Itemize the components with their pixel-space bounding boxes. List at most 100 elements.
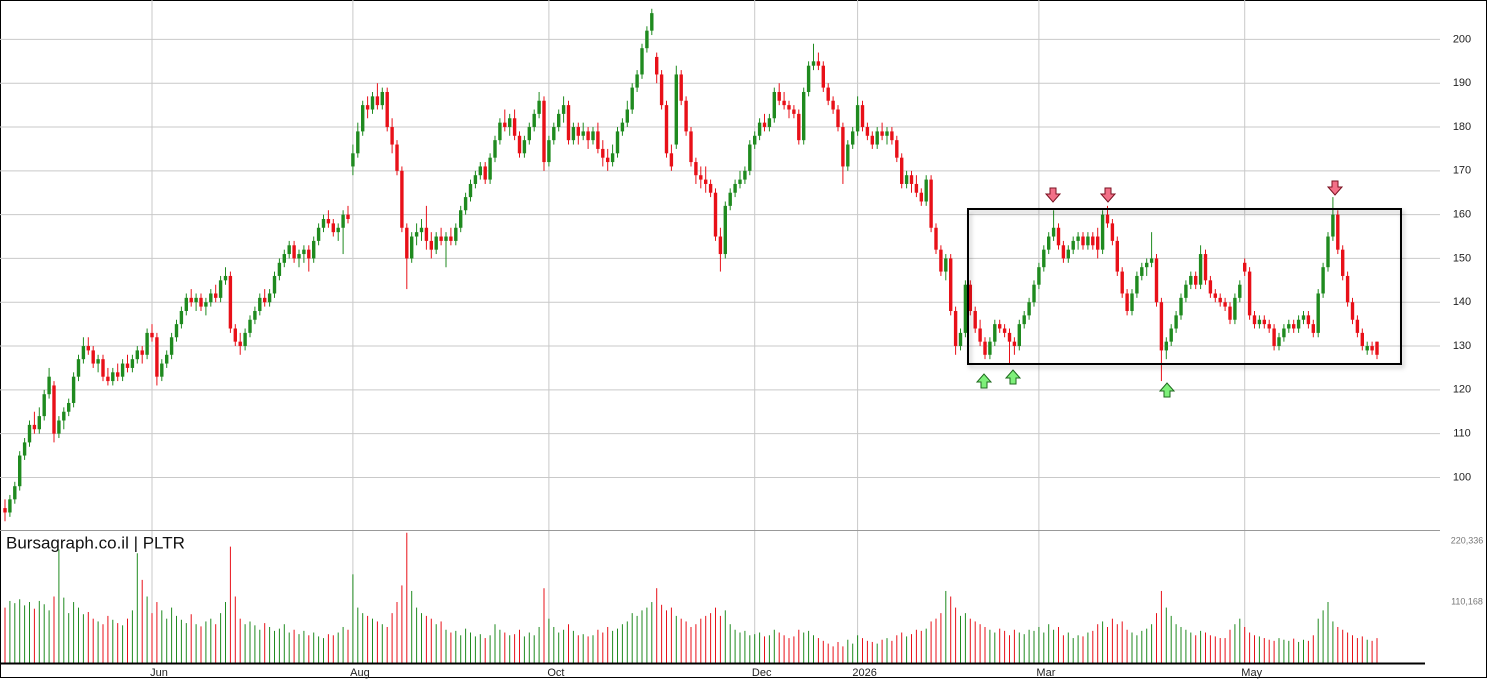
candle-body [1022, 315, 1026, 325]
candle-body [189, 297, 193, 303]
candle-body [1159, 302, 1164, 351]
candle-body [694, 162, 698, 176]
candle-body [62, 411, 66, 421]
candle-body [674, 74, 678, 145]
candle-body [537, 100, 541, 114]
x-tick-label: May [1241, 667, 1262, 679]
candle-body [1091, 236, 1095, 246]
candle-body [689, 131, 693, 163]
candle-body [248, 319, 252, 333]
candle-body [498, 122, 502, 141]
candle-body [22, 442, 27, 456]
candle-body [429, 240, 433, 250]
candle-body [1267, 324, 1271, 329]
candle-body [1135, 275, 1139, 294]
candle-body [8, 499, 12, 513]
candle-body [272, 275, 277, 294]
candle-body [1027, 302, 1031, 316]
candle-body [978, 328, 982, 342]
candle-body [512, 118, 517, 136]
candle-body [18, 455, 22, 487]
candle-body [939, 249, 943, 272]
candle-body [571, 127, 576, 141]
candle-body [1223, 302, 1227, 307]
candle-body [988, 341, 992, 355]
candle-body [836, 109, 840, 128]
candle-body [924, 179, 928, 202]
candle-body [1169, 328, 1173, 342]
candle-body [1316, 293, 1320, 333]
candle-body [169, 337, 174, 355]
candle-body [1179, 297, 1183, 316]
candle-body [723, 205, 727, 255]
candle-body [527, 127, 531, 141]
price-panel [3, 8, 1379, 522]
candle-body [914, 183, 919, 193]
y-tick-label: 200 [1453, 33, 1471, 45]
candle-body [1277, 337, 1281, 347]
candle-body [851, 131, 855, 145]
x-tick-label: Oct [547, 667, 564, 679]
candle-body [944, 258, 948, 272]
candle-body [135, 350, 139, 360]
candle-body [542, 100, 546, 163]
volume-tick-label: 220,336 [1451, 535, 1484, 545]
candle-body [1375, 341, 1379, 355]
candle-body [762, 122, 767, 128]
candle-body [218, 280, 223, 298]
candle-body [1365, 346, 1369, 351]
candle-body [1213, 293, 1217, 298]
candle-body [610, 153, 615, 163]
candle-body [194, 297, 198, 303]
candle-body [865, 127, 870, 136]
candle-body [953, 310, 958, 347]
volume-panel [4, 532, 1378, 663]
candle-body [1301, 315, 1306, 320]
candle-body [718, 236, 723, 255]
candle-body [71, 376, 76, 403]
candle-body [635, 74, 639, 88]
candle-body [459, 210, 463, 228]
candle-body [655, 56, 659, 75]
range-box [967, 208, 1402, 365]
candle-body [1345, 275, 1350, 303]
candle-body [277, 262, 282, 276]
candle-body [361, 105, 365, 132]
candle-body [125, 363, 130, 368]
candle-body [1233, 297, 1237, 320]
candle-body [101, 359, 105, 377]
candle-body [1194, 275, 1198, 285]
candle-body [904, 175, 909, 184]
candle-body [13, 486, 17, 500]
candle-body [228, 275, 233, 329]
candle-body [552, 127, 556, 141]
candle-body [91, 350, 95, 364]
candle-body [253, 310, 257, 320]
candle-body [993, 324, 997, 342]
candle-body [439, 236, 443, 241]
candle-body [909, 175, 914, 184]
candle-body [67, 402, 71, 412]
candle-body [1154, 258, 1159, 303]
candle-body [806, 65, 811, 92]
y-tick-label: 110 [1453, 428, 1471, 440]
up-arrow [1158, 382, 1176, 398]
candle-body [1257, 319, 1262, 325]
support-arrows [975, 369, 1176, 398]
candle-body [615, 131, 620, 154]
down-arrow [1099, 187, 1117, 203]
candle-body [1252, 315, 1257, 325]
candle-body [1086, 236, 1090, 246]
x-tick-label: Mar [1036, 667, 1055, 679]
candle-body [424, 227, 429, 241]
down-arrow [1326, 180, 1344, 196]
candle-body [1017, 324, 1021, 347]
candle-body [140, 350, 144, 355]
candle-body [841, 127, 845, 167]
candle-body [826, 87, 830, 101]
candle-body [116, 372, 120, 377]
candle-body [831, 100, 835, 110]
candle-body [620, 122, 625, 132]
candle-body [772, 91, 776, 119]
candle-body [1243, 262, 1247, 272]
